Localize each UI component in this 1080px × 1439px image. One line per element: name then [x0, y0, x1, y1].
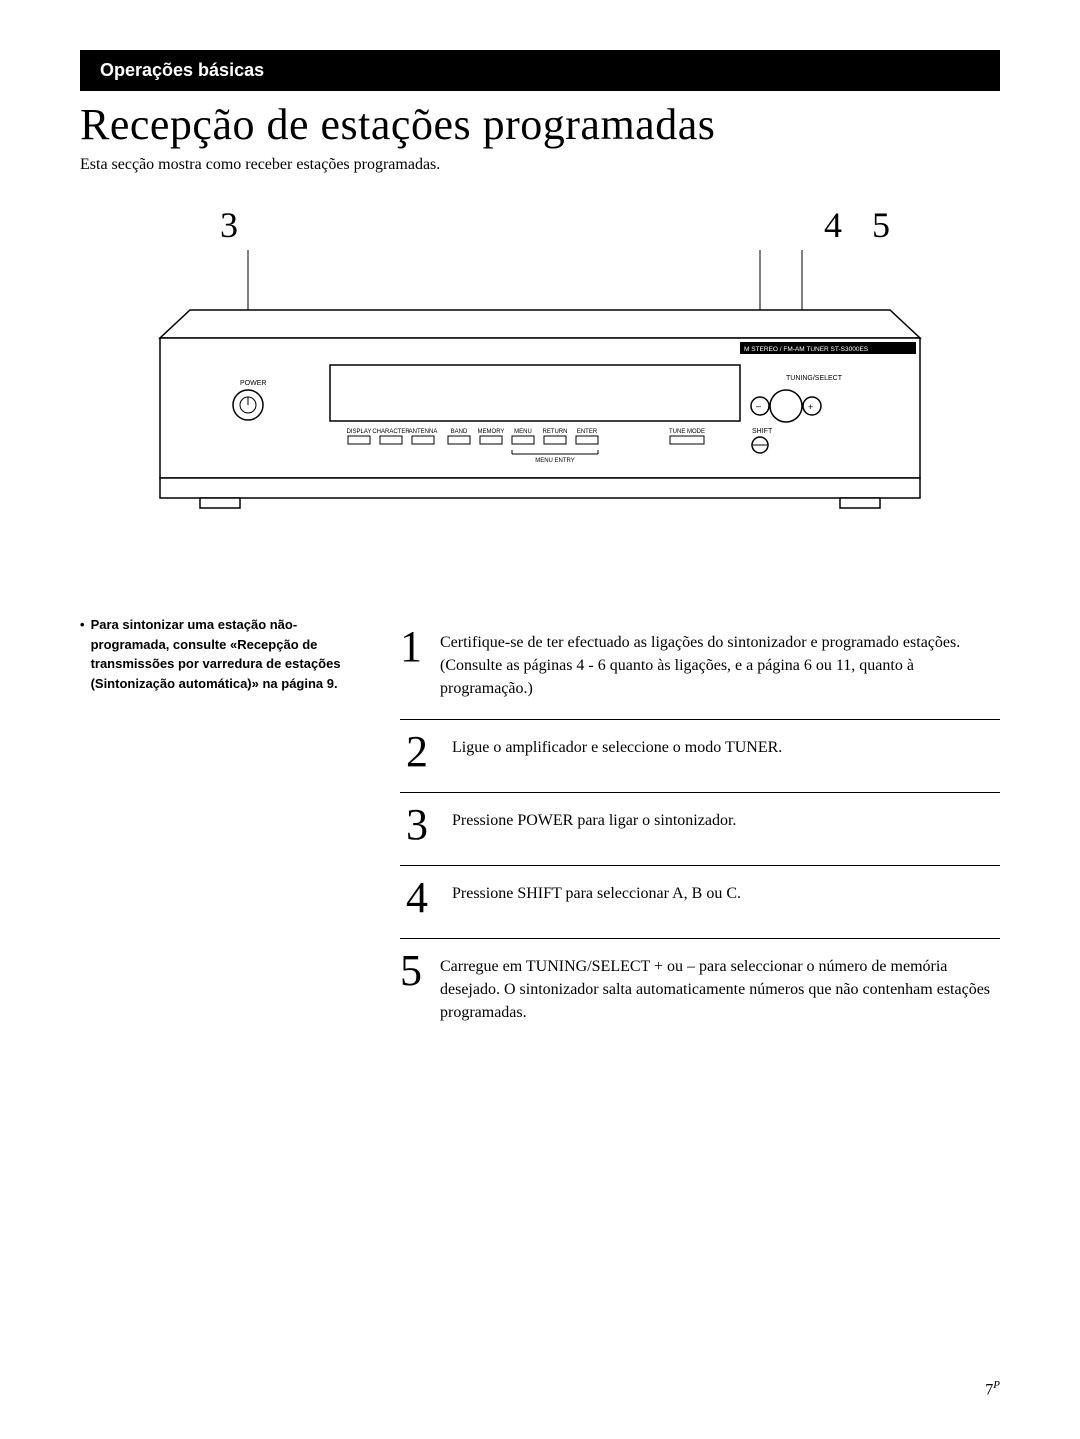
step-1: 1 Certifique-se de ter efectuado as liga… — [400, 615, 1000, 720]
callout-5: 5 — [872, 204, 890, 246]
step-number: 3 — [400, 803, 434, 847]
step-text: Ligue o amplificador e seleccione o modo… — [452, 730, 782, 759]
step-number: 1 — [400, 625, 422, 669]
step-number: 2 — [400, 730, 434, 774]
step-number: 4 — [400, 876, 434, 920]
step-3: 3 Pressione POWER para ligar o sintoniza… — [400, 793, 1000, 866]
page-number-suffix: P — [993, 1379, 1000, 1391]
step-number: 5 — [400, 949, 422, 993]
device-diagram-container: 3 4 5 M STEREO / FM-AM TUNER ST-S3000ES — [150, 204, 930, 535]
manual-page: Operações básicas Recepção de estações p… — [0, 0, 1080, 1439]
power-label: POWER — [240, 380, 266, 387]
menu-entry-label: MENU ENTRY — [535, 458, 575, 464]
tune-mode-btn-label: TUNE MODE — [669, 429, 705, 435]
tuning-select-label: TUNING/SELECT — [786, 375, 843, 382]
page-title: Recepção de estações programadas — [80, 99, 1000, 150]
callout-4: 4 — [824, 204, 842, 246]
memory-btn-label: MEMORY — [478, 429, 505, 435]
step-text: Pressione POWER para ligar o sintonizado… — [452, 803, 736, 832]
content-row: • Para sintonizar uma estação não-progra… — [80, 615, 1000, 1042]
section-header: Operações básicas — [80, 50, 1000, 91]
shift-label: SHIFT — [752, 428, 773, 435]
display-btn-label: DISPLAY — [347, 429, 372, 435]
steps-list: 1 Certifique-se de ter efectuado as liga… — [400, 615, 1000, 1042]
step-text: Carregue em TUNING/SELECT + ou – para se… — [440, 949, 1000, 1025]
menu-btn-label: MENU — [514, 429, 532, 435]
diagram-callouts: 3 4 5 — [150, 204, 930, 246]
section-label: Operações básicas — [100, 60, 264, 80]
return-btn-label: RETURN — [543, 429, 568, 435]
bullet-icon: • — [80, 615, 85, 693]
callout-3: 3 — [220, 204, 238, 246]
step-4: 4 Pressione SHIFT para seleccionar A, B … — [400, 866, 1000, 939]
step-5: 5 Carregue em TUNING/SELECT + ou – para … — [400, 939, 1000, 1043]
step-2: 2 Ligue o amplificador e seleccione o mo… — [400, 720, 1000, 793]
device-model-label: M STEREO / FM-AM TUNER ST-S3000ES — [744, 346, 869, 353]
antenna-btn-label: ANTENNA — [409, 429, 438, 435]
character-btn-label: CHARACTER — [372, 429, 410, 435]
step-text: Pressione SHIFT para seleccionar A, B ou… — [452, 876, 741, 905]
tuner-diagram: M STEREO / FM-AM TUNER ST-S3000ES POWER … — [150, 250, 930, 530]
sidebar-text: Para sintonizar uma estação não-programa… — [91, 615, 360, 693]
band-btn-label: BAND — [451, 429, 468, 435]
svg-text:+: + — [808, 402, 813, 412]
step-text: Certifique-se de ter efectuado as ligaçõ… — [440, 625, 1000, 701]
enter-btn-label: ENTER — [577, 429, 598, 435]
intro-text: Esta secção mostra como receber estações… — [80, 156, 1000, 174]
page-number: 7P — [985, 1379, 1000, 1399]
sidebar-note: • Para sintonizar uma estação não-progra… — [80, 615, 360, 1042]
svg-text:–: – — [756, 401, 761, 411]
